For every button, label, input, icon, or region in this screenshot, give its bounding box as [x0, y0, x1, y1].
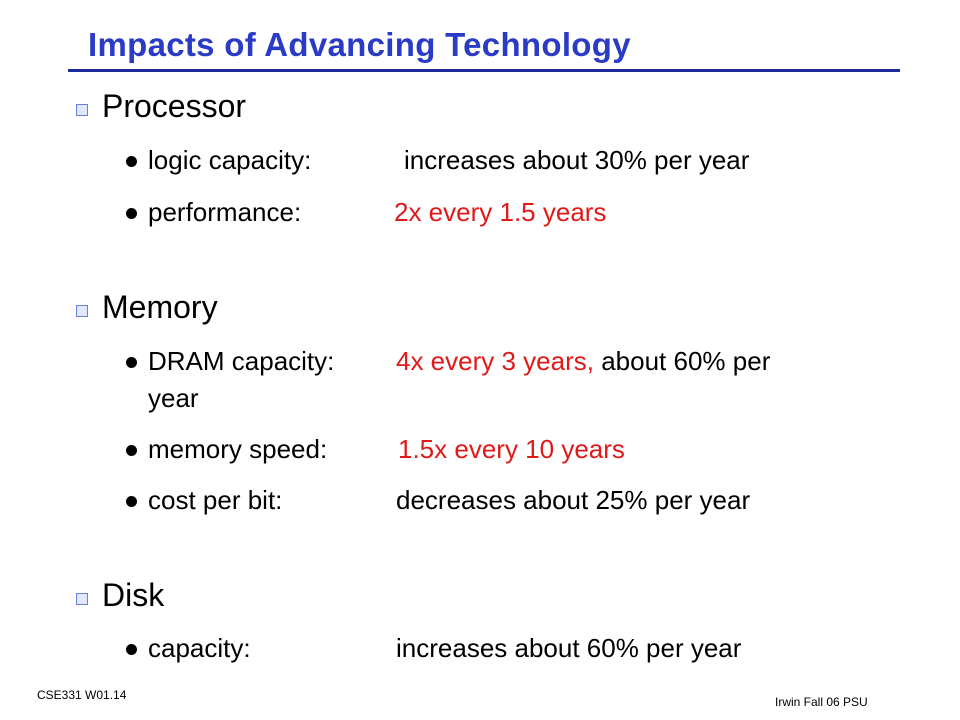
section-heading: Memory: [102, 289, 218, 325]
item-value: increases about 60% per year: [396, 633, 742, 663]
round-bullet-icon: [126, 357, 137, 368]
item-label: DRAM capacity:: [148, 346, 335, 376]
round-bullet-icon: [126, 496, 137, 507]
slide-title: Impacts of Advancing Technology: [88, 26, 631, 63]
item-label: cost per bit:: [148, 485, 283, 515]
square-bullet-icon: [76, 592, 88, 605]
section-disk: Disk: [76, 577, 164, 614]
footer-author: Irwin Fall 06 PSU: [775, 695, 868, 709]
item-label: performance:: [148, 197, 302, 227]
item-value: 4x every 3 years, about 60% per: [396, 343, 770, 380]
item-label: memory speed:: [148, 434, 328, 464]
item-continuation: year: [148, 383, 199, 413]
item-value: 2x every 1.5 years: [394, 197, 607, 227]
title-underline: [68, 69, 900, 72]
section-heading: Processor: [102, 88, 247, 124]
item-value: decreases about 25% per year: [396, 485, 751, 515]
round-bullet-icon: [126, 644, 137, 655]
item-value-highlight: 4x every 3 years,: [396, 346, 594, 376]
item-value: 1.5x every 10 years: [398, 434, 625, 464]
round-bullet-icon: [126, 445, 137, 456]
list-item-continuation: year: [148, 380, 199, 417]
item-value-tail: about 60% per: [601, 346, 771, 376]
item-value: increases about 30% per year: [404, 145, 750, 175]
section-heading: Disk: [102, 577, 165, 613]
section-memory: Memory: [76, 289, 218, 326]
footer-course-code: CSE331 W01.14: [37, 688, 127, 702]
item-label: capacity:: [148, 633, 251, 663]
round-bullet-icon: [126, 156, 137, 167]
round-bullet-icon: [126, 208, 137, 219]
square-bullet-icon: [76, 304, 88, 317]
section-processor: Processor: [76, 88, 246, 125]
square-bullet-icon: [76, 103, 88, 116]
item-label: logic capacity:: [148, 145, 312, 175]
